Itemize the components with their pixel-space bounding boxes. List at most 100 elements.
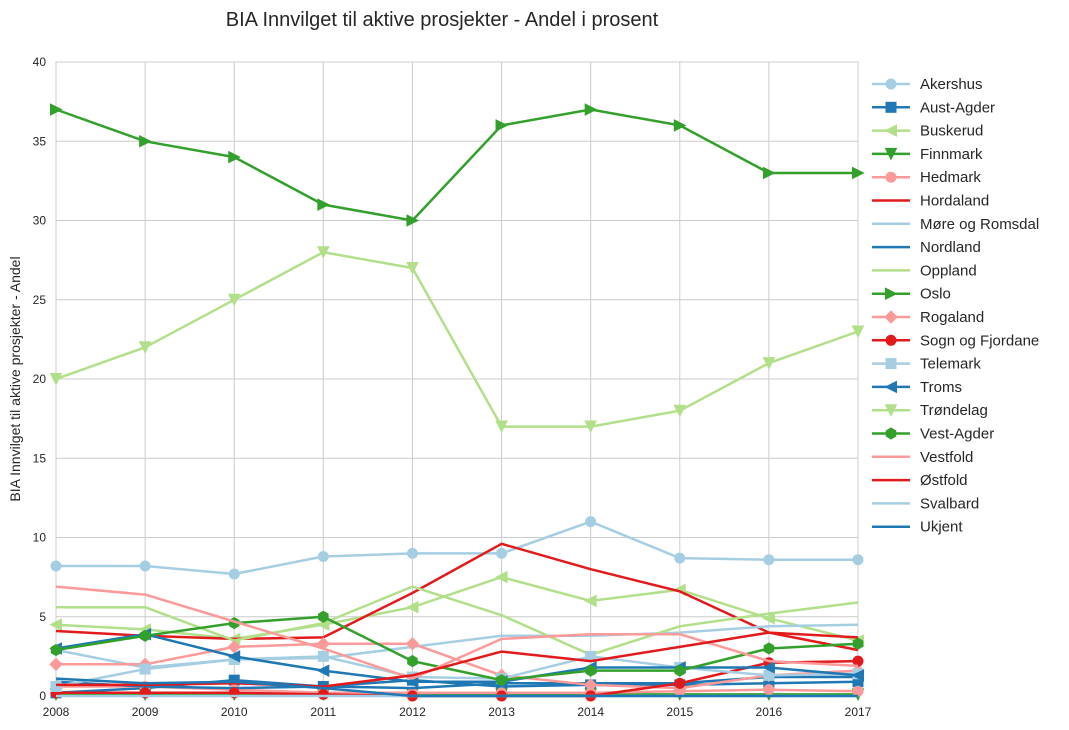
x-tick-label: 2015 bbox=[666, 705, 693, 719]
legend-item-aust-agder: Aust-Agder bbox=[872, 99, 995, 116]
y-tick-label: 5 bbox=[39, 610, 46, 624]
legend-label: Svalbard bbox=[920, 495, 979, 512]
data-point-trondelag bbox=[851, 325, 865, 339]
legend-label: Aust-Agder bbox=[920, 99, 995, 116]
data-point-vest-agder bbox=[50, 643, 62, 657]
data-point-vest-agder bbox=[407, 655, 418, 668]
data-point-akershus bbox=[406, 547, 418, 559]
legend-item-finnmark: Finnmark bbox=[872, 146, 983, 163]
data-point-vest-agder bbox=[852, 637, 864, 650]
legend-item-buskerud: Buskerud bbox=[872, 123, 983, 140]
series-line-telemark bbox=[55, 655, 859, 688]
legend-label: Akershus bbox=[920, 76, 983, 93]
y-tick-label: 40 bbox=[33, 55, 47, 69]
legend-marker bbox=[885, 427, 897, 440]
y-axis-label: BIA Innvilget til aktive prosjekter - An… bbox=[7, 256, 23, 501]
data-point-oslo bbox=[762, 166, 776, 180]
data-point-trondelag bbox=[762, 357, 776, 370]
legend-marker bbox=[884, 124, 897, 137]
data-point-akershus bbox=[317, 551, 329, 563]
y-tick-label: 25 bbox=[33, 293, 47, 307]
x-tick-label: 2016 bbox=[756, 705, 783, 719]
data-point-troms bbox=[227, 650, 241, 663]
legend-item-telemark: Telemark bbox=[872, 356, 981, 373]
y-axis-ticks: 0 5 10 15 20 25 30 35 40 bbox=[33, 55, 47, 703]
series-ostfold bbox=[56, 631, 859, 688]
data-point-troms bbox=[762, 661, 775, 674]
data-point-trondelag bbox=[673, 404, 687, 418]
series-trondelag bbox=[49, 246, 865, 434]
series-line-trondelag bbox=[55, 250, 859, 428]
data-point-trondelag bbox=[49, 373, 63, 386]
data-point-buskerud bbox=[584, 594, 597, 608]
legend-label: Ukjent bbox=[920, 519, 963, 536]
data-point-trondelag bbox=[227, 293, 241, 307]
series-line-akershus bbox=[56, 520, 858, 576]
chart-title: BIA Innvilget til aktive prosjekter - An… bbox=[226, 9, 659, 31]
legend-label: Hedmark bbox=[920, 169, 981, 186]
legend-label: Troms bbox=[920, 379, 962, 396]
legend-marker bbox=[885, 334, 897, 346]
legend-label: Oslo bbox=[920, 286, 951, 303]
legend-item-trondelag: Trøndelag bbox=[872, 402, 988, 419]
legend-marker bbox=[885, 358, 897, 370]
data-point-trondelag bbox=[317, 246, 330, 259]
data-point-telemark bbox=[50, 680, 62, 692]
data-point-akershus bbox=[139, 560, 151, 572]
data-point-rogaland bbox=[227, 640, 241, 654]
data-point-oslo bbox=[406, 214, 420, 227]
legend-label: Rogaland bbox=[920, 309, 984, 326]
y-tick-label: 35 bbox=[33, 134, 47, 148]
legend-marker bbox=[885, 287, 898, 301]
x-tick-label: 2012 bbox=[399, 705, 426, 719]
data-point-akershus bbox=[496, 547, 508, 559]
data-point-vest-agder bbox=[585, 664, 596, 677]
legend-item-ukjent: Ukjent bbox=[872, 519, 963, 536]
series-hordaland bbox=[55, 542, 859, 652]
data-point-sogn-og-fjordane bbox=[317, 688, 329, 700]
y-tick-label: 10 bbox=[33, 531, 47, 545]
legend-label: Telemark bbox=[920, 356, 981, 373]
legend-item-rogaland: Rogaland bbox=[872, 309, 984, 326]
data-point-trondelag bbox=[138, 341, 152, 354]
data-point-oslo bbox=[852, 166, 865, 180]
series-line-hordaland bbox=[55, 542, 859, 652]
data-point-buskerud bbox=[405, 600, 419, 614]
data-point-akershus bbox=[585, 516, 597, 528]
data-point-rogaland bbox=[49, 657, 63, 672]
series-line-troms bbox=[55, 632, 859, 683]
series-oppland bbox=[56, 585, 859, 657]
legend-label: Vestfold bbox=[920, 449, 973, 466]
data-point-vest-agder bbox=[496, 674, 507, 687]
series-nordland bbox=[55, 675, 858, 690]
data-point-sogn-og-fjordane bbox=[674, 677, 686, 689]
legend-label: Sogn og Fjordane bbox=[920, 332, 1039, 349]
data-point-oslo bbox=[495, 119, 509, 132]
x-axis-ticks: 2008 2009 2010 2011 2012 2013 2014 2015 2016 2017 bbox=[43, 705, 872, 719]
series-line-ukjent bbox=[55, 677, 858, 698]
legend-item-akershus: Akershus bbox=[872, 76, 983, 93]
x-tick-label: 2010 bbox=[221, 705, 248, 719]
x-tick-label: 2017 bbox=[845, 705, 872, 719]
data-point-buskerud bbox=[762, 612, 775, 625]
series-lines bbox=[49, 103, 865, 702]
series-line-nordland bbox=[55, 675, 858, 690]
y-tick-label: 20 bbox=[33, 372, 47, 386]
legend-label: Trøndelag bbox=[920, 402, 988, 419]
legend-label: Oppland bbox=[920, 262, 977, 279]
legend-label: Hordaland bbox=[920, 193, 989, 210]
legend-marker bbox=[885, 101, 897, 113]
legend-marker bbox=[884, 310, 898, 324]
data-point-telemark bbox=[139, 663, 151, 675]
legend-item-ostfold: Østfold bbox=[872, 472, 968, 489]
x-tick-label: 2009 bbox=[132, 705, 159, 719]
series-line-oppland bbox=[56, 585, 859, 657]
series-vest-agder bbox=[50, 610, 864, 687]
data-point-hedmark bbox=[763, 684, 775, 696]
legend-item-vest-agder: Vest-Agder bbox=[872, 426, 994, 443]
legend: Akershus Aust-Agder Buskerud Finnmark Hedmar… bbox=[872, 76, 1039, 536]
series-line-oslo bbox=[55, 108, 858, 222]
data-point-buskerud bbox=[49, 618, 62, 631]
legend-item-vestfold: Vestfold bbox=[872, 449, 973, 466]
